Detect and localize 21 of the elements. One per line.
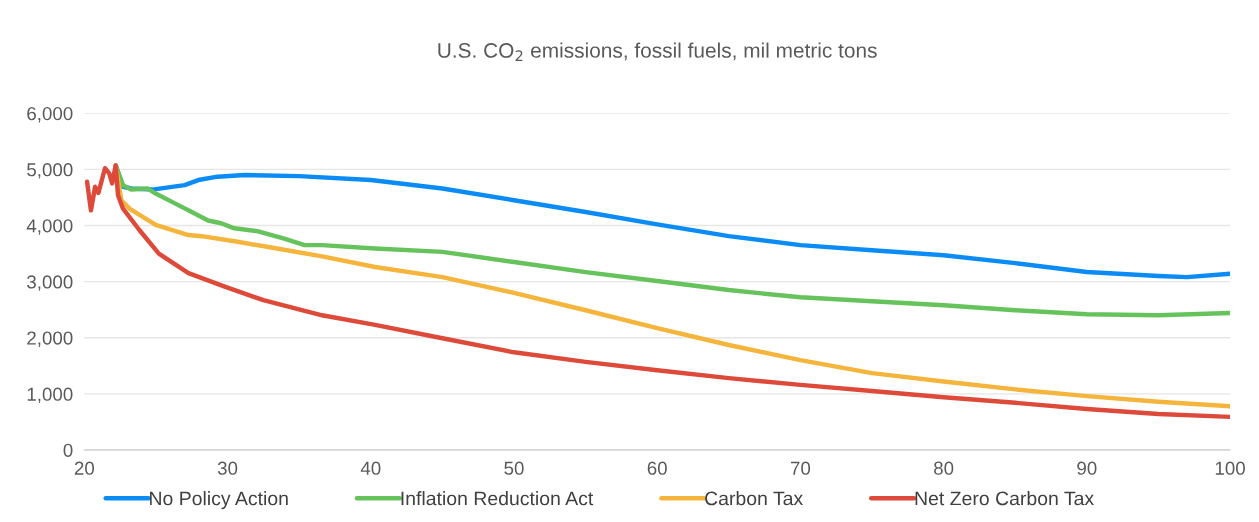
y-tick-label: 1,000 xyxy=(27,387,73,404)
chart-title: U.S. CO$_{2}$ emissions, fossil fuels, mil metric tons xyxy=(438,42,877,62)
legend-label: No Policy Action xyxy=(150,491,288,510)
legend-label: Net Zero Carbon Tax xyxy=(915,491,1094,506)
x-tick-label: 30 xyxy=(217,461,238,475)
y-tick-label: 6,000 xyxy=(27,106,73,123)
x-tick-label: 50 xyxy=(504,461,524,475)
y-tick-label: 4,000 xyxy=(26,219,73,235)
y-tick-label: 0 xyxy=(63,443,73,457)
x-tick-label: 70 xyxy=(790,461,811,475)
x-tick-label: 20 xyxy=(74,461,95,475)
y-tick-label: 3,000 xyxy=(27,275,73,291)
y-tick-label: 2,000 xyxy=(27,331,73,347)
x-tick-label: 90 xyxy=(1077,461,1097,475)
legend-label: Carbon Tax xyxy=(705,491,803,506)
y-tick-label: 5,000 xyxy=(27,163,73,179)
x-tick-label: 40 xyxy=(360,461,381,475)
x-tick-label: 60 xyxy=(647,461,667,475)
x-tick-label: 100 xyxy=(1215,461,1245,475)
x-tick-label: 80 xyxy=(934,461,954,475)
legend-label: Inflation Reduction Act xyxy=(401,491,594,506)
